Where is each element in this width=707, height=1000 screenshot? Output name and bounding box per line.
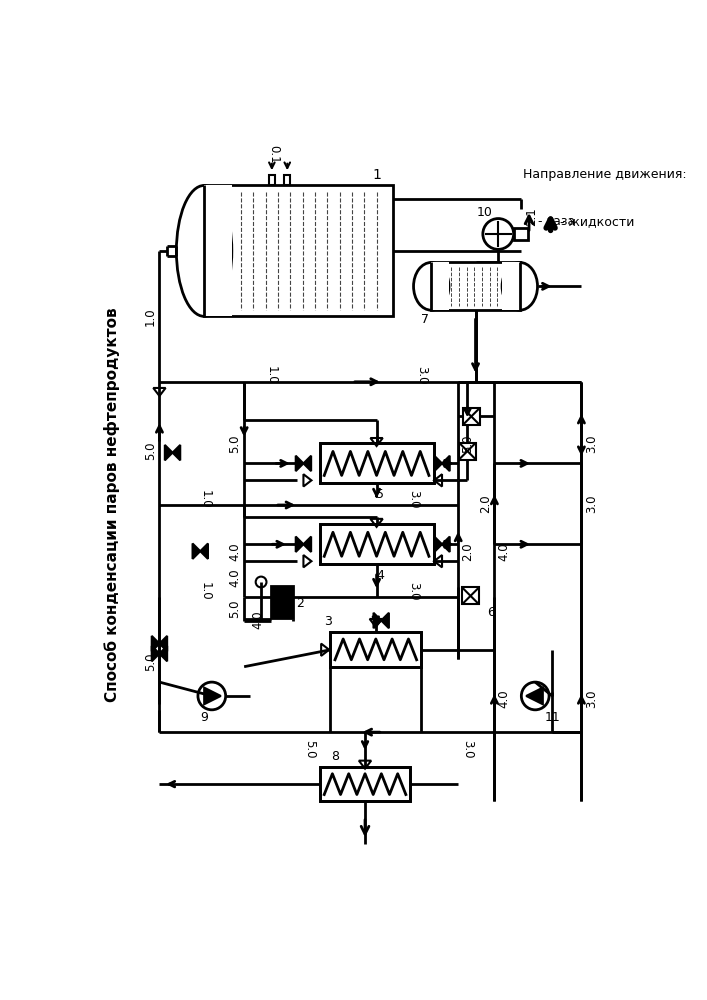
Bar: [320, 767, 411, 801]
Polygon shape: [296, 537, 303, 552]
Polygon shape: [373, 613, 381, 628]
Text: 5.0: 5.0: [461, 434, 474, 453]
Text: 1.0: 1.0: [199, 582, 212, 601]
Polygon shape: [442, 456, 450, 471]
Text: 5.0: 5.0: [303, 740, 316, 758]
Bar: [284, 175, 291, 185]
Text: 3.0: 3.0: [461, 740, 474, 758]
Text: 8: 8: [331, 750, 339, 763]
Text: 4.0: 4.0: [228, 542, 241, 561]
Bar: [320, 443, 433, 483]
Text: 2.0: 2.0: [461, 542, 474, 561]
Text: 2: 2: [296, 597, 305, 610]
Text: Способ конденсации паров нефтепродуктов: Способ конденсации паров нефтепродуктов: [104, 308, 119, 702]
Text: 0.1: 0.1: [267, 145, 280, 164]
Bar: [269, 175, 275, 185]
Bar: [204, 185, 393, 316]
Text: 1.0: 1.0: [144, 307, 157, 326]
Text: 4.0: 4.0: [252, 610, 265, 629]
Text: 3.0: 3.0: [585, 494, 598, 513]
Text: 3.0: 3.0: [407, 490, 420, 508]
Bar: [271, 586, 293, 618]
Polygon shape: [200, 544, 208, 559]
Text: 1: 1: [373, 168, 382, 182]
Polygon shape: [296, 456, 303, 471]
Bar: [431, 262, 449, 310]
Bar: [514, 228, 527, 240]
Text: Направление движения:: Направление движения:: [523, 168, 686, 181]
Polygon shape: [381, 613, 389, 628]
Bar: [502, 262, 520, 310]
Text: 10: 10: [477, 206, 492, 219]
Bar: [320, 443, 433, 483]
Polygon shape: [165, 445, 173, 460]
Text: 3.0: 3.0: [585, 690, 598, 708]
Text: 5.0: 5.0: [228, 600, 241, 618]
Bar: [463, 408, 480, 425]
Ellipse shape: [414, 262, 449, 310]
Polygon shape: [442, 537, 450, 552]
Text: 2.1: 2.1: [525, 207, 538, 226]
Polygon shape: [152, 636, 160, 651]
Text: 6: 6: [487, 606, 496, 619]
Text: 3.0: 3.0: [407, 582, 420, 600]
Ellipse shape: [502, 262, 537, 310]
Text: 4: 4: [377, 569, 385, 582]
Bar: [320, 767, 411, 801]
Polygon shape: [160, 636, 167, 651]
Bar: [330, 632, 421, 667]
Bar: [462, 587, 479, 604]
Polygon shape: [434, 456, 442, 471]
Text: 2.0: 2.0: [479, 494, 491, 513]
Text: 3: 3: [325, 615, 332, 628]
Polygon shape: [526, 688, 543, 704]
Polygon shape: [303, 537, 311, 552]
Text: 3.0: 3.0: [415, 366, 428, 385]
Bar: [459, 443, 476, 460]
Text: 5.0: 5.0: [144, 653, 157, 671]
Text: 5: 5: [376, 488, 385, 501]
Text: 3.0: 3.0: [585, 434, 598, 453]
Ellipse shape: [176, 185, 232, 316]
Polygon shape: [173, 445, 180, 460]
Polygon shape: [204, 688, 221, 704]
Text: 1.0: 1.0: [264, 366, 278, 385]
Text: 7: 7: [421, 313, 429, 326]
Text: 4.0: 4.0: [228, 569, 241, 587]
Bar: [320, 524, 433, 564]
Bar: [320, 524, 433, 564]
Text: 4.0: 4.0: [498, 690, 510, 708]
Polygon shape: [434, 537, 442, 552]
Bar: [204, 185, 232, 316]
Text: 11: 11: [544, 711, 560, 724]
Text: 5.0: 5.0: [144, 442, 157, 460]
Bar: [431, 262, 520, 310]
Text: 4.0: 4.0: [498, 542, 510, 561]
Polygon shape: [160, 646, 167, 661]
Bar: [330, 632, 421, 667]
Text: 5.0: 5.0: [228, 434, 241, 453]
Text: 9: 9: [200, 711, 208, 724]
Text: - жидкости: - жидкости: [560, 215, 634, 228]
Polygon shape: [192, 544, 200, 559]
Polygon shape: [152, 646, 160, 661]
Polygon shape: [303, 456, 311, 471]
Text: 1.0: 1.0: [199, 490, 212, 508]
Text: - газа: - газа: [538, 215, 575, 228]
